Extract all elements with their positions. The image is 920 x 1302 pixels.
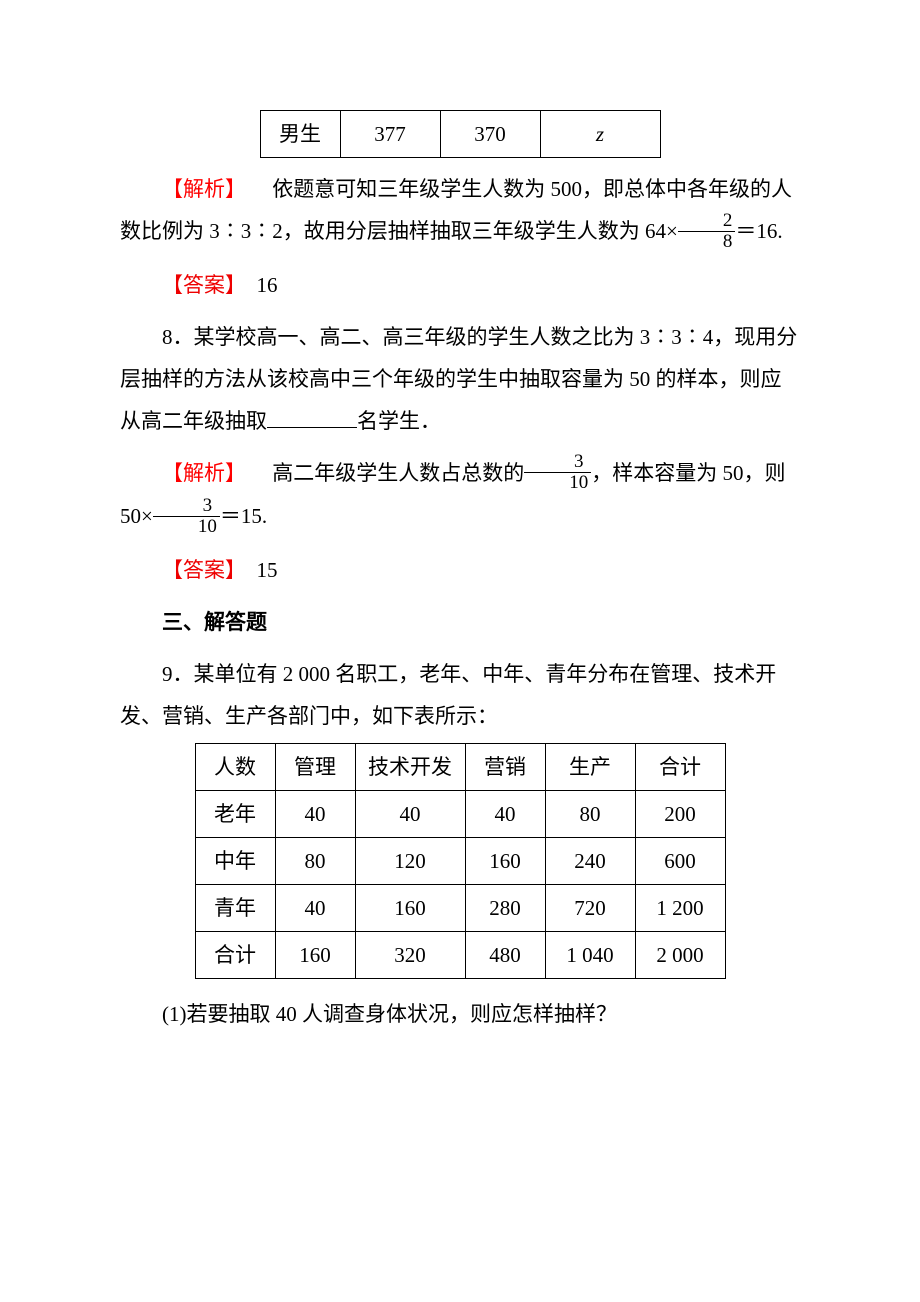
table-row: 男生 377 370 z xyxy=(260,111,660,158)
section-3-heading: 三、解答题 xyxy=(120,601,800,643)
cell: 中年 xyxy=(195,837,275,884)
cell: 160 xyxy=(275,931,355,978)
t1-row-label: 男生 xyxy=(260,111,340,158)
cell: 120 xyxy=(355,837,465,884)
q8-stem: 8．某学校高一、高二、高三年级的学生人数之比为 3∶3∶4，现用分层抽样的方法从… xyxy=(120,316,800,442)
answer-label: 【答案】 xyxy=(162,273,236,297)
t1-c1: 377 xyxy=(340,111,440,158)
t2-h3: 营销 xyxy=(465,743,545,790)
cell: 200 xyxy=(635,790,725,837)
cell: 2 000 xyxy=(635,931,725,978)
frac-num: 2 xyxy=(678,211,736,232)
cell: 1 200 xyxy=(635,884,725,931)
frac-den: 10 xyxy=(524,473,591,493)
table-row: 人数 管理 技术开发 营销 生产 合计 xyxy=(195,743,725,790)
cell: 40 xyxy=(465,790,545,837)
q7-answer: 【答案】 16 xyxy=(120,264,800,306)
cell: 80 xyxy=(545,790,635,837)
cell: 320 xyxy=(355,931,465,978)
t1-c3: z xyxy=(540,111,660,158)
fraction: 28 xyxy=(678,211,736,252)
t1-c2: 370 xyxy=(440,111,540,158)
t2-h0: 人数 xyxy=(195,743,275,790)
cell: 老年 xyxy=(195,790,275,837)
cell: 160 xyxy=(355,884,465,931)
analysis-label: 【解析】 xyxy=(162,461,246,485)
cell: 合计 xyxy=(195,931,275,978)
frac-den: 8 xyxy=(678,232,736,252)
cell: 40 xyxy=(275,884,355,931)
table-1: 男生 377 370 z xyxy=(260,110,661,158)
cell: 240 xyxy=(545,837,635,884)
table-2-wrap: 人数 管理 技术开发 营销 生产 合计 老年 40 40 40 80 200 中… xyxy=(120,743,800,979)
cell: 480 xyxy=(465,931,545,978)
cell: 280 xyxy=(465,884,545,931)
q7-analysis-post: ＝16. xyxy=(735,219,782,243)
table-row: 中年 80 120 160 240 600 xyxy=(195,837,725,884)
table-2: 人数 管理 技术开发 营销 生产 合计 老年 40 40 40 80 200 中… xyxy=(195,743,726,979)
table-1-wrap: 男生 377 370 z xyxy=(120,110,800,158)
t2-h1: 管理 xyxy=(275,743,355,790)
q7-answer-value: 16 xyxy=(257,273,278,297)
q8-analysis-post: ＝15. xyxy=(220,504,267,528)
t2-h5: 合计 xyxy=(635,743,725,790)
cell: 720 xyxy=(545,884,635,931)
cell: 40 xyxy=(275,790,355,837)
table-row: 青年 40 160 280 720 1 200 xyxy=(195,884,725,931)
frac-den: 10 xyxy=(153,517,220,537)
cell: 600 xyxy=(635,837,725,884)
frac-num: 3 xyxy=(524,452,591,473)
cell: 40 xyxy=(355,790,465,837)
q8-answer-value: 15 xyxy=(257,558,278,582)
cell: 1 040 xyxy=(545,931,635,978)
q8-stem-tail: 名学生． xyxy=(357,409,441,433)
q9-sub1: (1)若要抽取 40 人调查身体状况，则应怎样抽样？ xyxy=(120,993,800,1035)
table-row: 老年 40 40 40 80 200 xyxy=(195,790,725,837)
answer-label: 【答案】 xyxy=(162,558,236,582)
cell: 160 xyxy=(465,837,545,884)
cell: 80 xyxy=(275,837,355,884)
fraction: 310 xyxy=(524,452,591,493)
q9-stem: 9．某单位有 2 000 名职工，老年、中年、青年分布在管理、技术开发、营销、生… xyxy=(120,653,800,737)
q8-analysis-pre: 高二年级学生人数占总数的 xyxy=(272,461,524,485)
t2-h4: 生产 xyxy=(545,743,635,790)
q8-stem-text: 8．某学校高一、高二、高三年级的学生人数之比为 3∶3∶4，现用分层抽样的方法从… xyxy=(120,325,797,433)
t2-h2: 技术开发 xyxy=(355,743,465,790)
frac-num: 3 xyxy=(153,496,220,517)
blank xyxy=(267,407,357,428)
analysis-label: 【解析】 xyxy=(162,177,246,201)
cell: 青年 xyxy=(195,884,275,931)
table-row: 合计 160 320 480 1 040 2 000 xyxy=(195,931,725,978)
q7-analysis: 【解析】 依题意可知三年级学生人数为 500，即总体中各年级的人数比例为 3∶3… xyxy=(120,168,800,254)
q8-analysis: 【解析】 高二年级学生人数占总数的310，样本容量为 50，则 50×310＝1… xyxy=(120,452,800,539)
fraction: 310 xyxy=(153,496,220,537)
q8-answer: 【答案】 15 xyxy=(120,549,800,591)
